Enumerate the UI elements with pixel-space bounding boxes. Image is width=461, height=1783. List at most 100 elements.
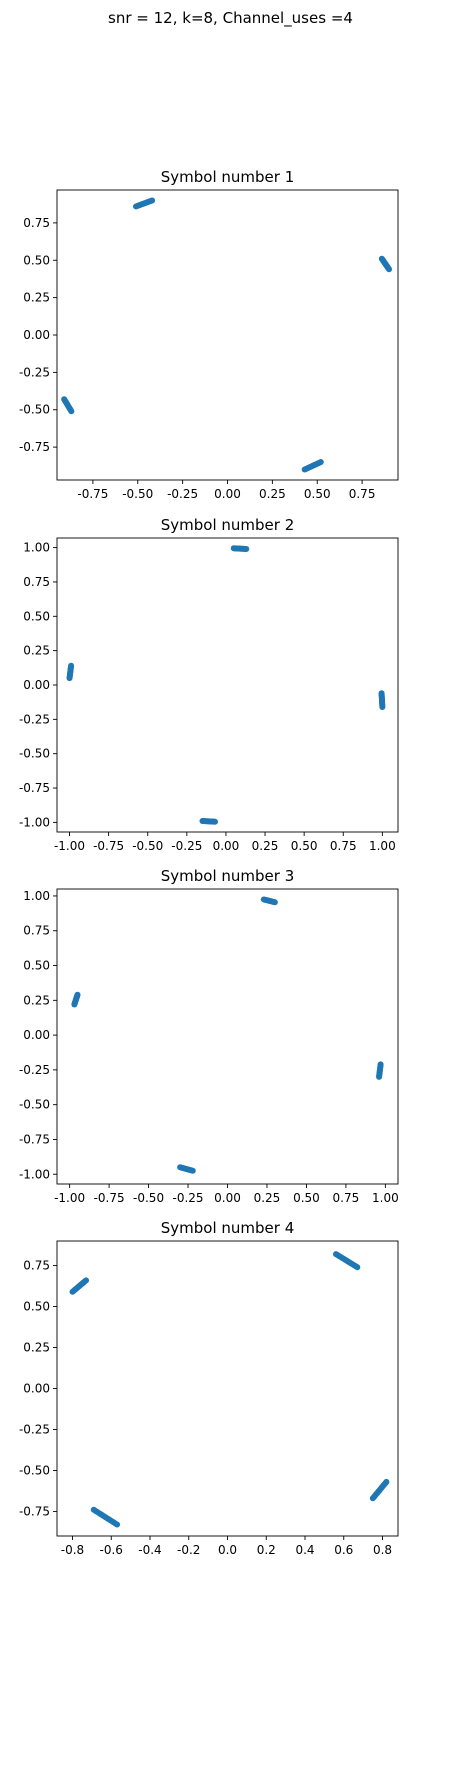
y-tick-label-3: -0.50 [19,1098,50,1112]
y-tick-label-4: 0.25 [23,1341,50,1355]
x-tick-label-2: -0.75 [93,839,124,853]
point-cluster-2-4 [199,818,218,825]
x-tick-label-2: -0.25 [171,839,202,853]
point-cluster-1-1 [132,197,156,210]
scatter-point [317,459,324,466]
y-tick-label-2: -0.50 [19,747,50,761]
scatter-point [68,662,75,669]
scatter-point [379,703,386,710]
scatter-point [68,408,75,415]
y-tick-label-2: 0.00 [23,678,50,692]
x-tick-label-3: -0.25 [173,1191,204,1205]
x-tick-label-2: -0.50 [132,839,163,853]
x-tick-label-3: 0.00 [214,1191,241,1205]
chart-title-4: Symbol number 4 [161,1219,295,1237]
y-tick-label-1: 0.75 [23,216,50,230]
y-tick-label-1: -0.25 [19,365,50,379]
x-tick-label-3: 0.75 [333,1191,360,1205]
point-cluster-4-1 [333,1251,361,1271]
scatter-points-4 [69,1251,390,1528]
y-tick-label-3: 1.00 [23,889,50,903]
point-cluster-4-2 [69,1277,90,1295]
axes-frame-1 [56,189,399,481]
scatter-point [243,545,250,552]
y-tick-label-3: 0.50 [23,959,50,973]
y-tick-label-2: -0.25 [19,712,50,726]
scatter-point [271,899,278,906]
x-tick-label-4: -0.8 [61,1543,84,1557]
y-tick-label-1: 0.25 [23,291,50,305]
scatter-point [211,818,218,825]
chart-title-1: Symbol number 1 [161,168,295,186]
axes-frame-2 [56,537,399,833]
scatter-points-2 [66,545,386,825]
chart-title-2: Symbol number 2 [161,516,295,534]
y-tick-label-2: 0.75 [23,575,50,589]
x-tick-label-3: -0.50 [133,1191,164,1205]
y-tick-label-4: -0.75 [19,1504,50,1518]
y-tick-label-3: -0.25 [19,1063,50,1077]
axes-frame-3 [56,888,399,1185]
y-tick-label-4: -0.50 [19,1463,50,1477]
figure-suptitle: snr = 12, k=8, Channel_uses =4 [108,9,353,28]
x-tick-label-2: 0.75 [330,839,357,853]
x-tick-label-4: 0.2 [257,1543,276,1557]
chart-title-3: Symbol number 3 [161,867,295,885]
x-tick-label-2: -1.00 [54,839,85,853]
y-tick-label-1: 0.00 [23,328,50,342]
y-tick-label-1: -0.75 [19,440,50,454]
x-tick-label-4: 0.8 [373,1543,392,1557]
point-cluster-3-4 [177,1164,196,1174]
y-tick-label-2: -1.00 [19,815,50,829]
x-tick-label-4: 0.0 [218,1543,237,1557]
point-cluster-1-3 [61,396,75,415]
x-tick-label-1: -0.75 [77,487,108,501]
scatter-points-3 [71,896,384,1174]
scatter-point [149,197,156,204]
x-tick-label-1: 0.25 [259,487,286,501]
point-cluster-2-1 [230,545,250,552]
x-tick-label-3: 0.50 [293,1191,320,1205]
x-tick-label-1: -0.25 [167,487,198,501]
y-tick-label-2: 0.50 [23,609,50,623]
y-tick-label-3: -1.00 [19,1167,50,1181]
x-tick-label-3: -1.00 [54,1191,85,1205]
point-cluster-4-4 [90,1506,121,1528]
scatter-point [354,1264,361,1271]
x-tick-label-1: 0.50 [304,487,331,501]
point-cluster-4-3 [369,1478,390,1502]
chart-panel-4: Symbol number 4 -0.8 -0.6 -0.4 -0.2 0.0 0.2 0.4… [19,1219,399,1557]
scatter-point [386,266,393,273]
scatter-points-1 [61,197,393,473]
y-tick-label-3: 0.75 [23,924,50,938]
point-cluster-1-4 [301,459,324,473]
y-tick-label-1: 0.50 [23,253,50,267]
chart-panel-1: Symbol number 1 -0.75 -0.50 -0.25 0.00 0.25 0.… [19,168,399,501]
scatter-point [114,1521,121,1528]
x-tick-label-4: 0.6 [334,1543,353,1557]
y-tick-label-3: 0.00 [23,1028,50,1042]
scatter-point [376,1073,383,1080]
x-tick-label-2: 0.50 [291,839,318,853]
panels: Symbol number 1 -0.75 -0.50 -0.25 0.00 0.25 0.… [19,168,399,1557]
x-tick-label-4: -0.6 [100,1543,123,1557]
axes-frame-4 [56,1240,399,1537]
x-tick-label-2: 1.00 [369,839,396,853]
point-cluster-1-2 [378,255,393,273]
y-tick-label-3: -0.75 [19,1132,50,1146]
x-tick-label-4: -0.2 [177,1543,200,1557]
x-tick-label-4: -0.4 [138,1543,161,1557]
point-cluster-3-2 [71,991,81,1008]
scatter-point [383,1478,390,1485]
y-tick-label-2: -0.75 [19,781,50,795]
y-tick-label-3: 0.25 [23,993,50,1007]
x-tick-label-3: 1.00 [372,1191,399,1205]
scatter-point [189,1167,196,1174]
x-tick-label-2: 0.00 [213,839,240,853]
y-tick-label-4: 0.75 [23,1259,50,1273]
point-cluster-3-1 [260,896,278,906]
scatter-point [83,1277,90,1284]
x-tick-label-1: -0.50 [122,487,153,501]
chart-panel-2: Symbol number 2 -1.00 -0.75 -0.50 -0.25 0.00 0… [19,516,399,853]
